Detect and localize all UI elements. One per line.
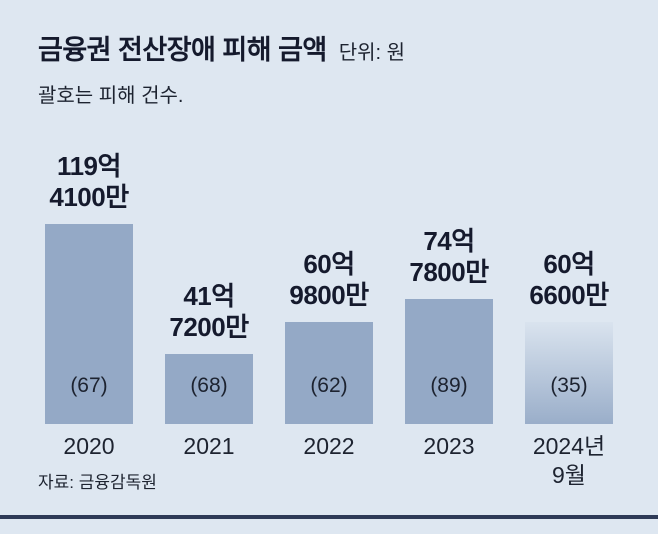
value-line-1: 60억	[303, 248, 355, 279]
x-axis-label: 2024년 9월	[533, 432, 605, 491]
x-axis-label: 2022	[303, 432, 354, 461]
value-line-2: 9800만	[289, 280, 369, 311]
chart-header: 금융권 전산장애 피해 금액 단위: 원 괄호는 피해 건수.	[38, 28, 628, 108]
category-line-1: 2020	[63, 433, 115, 459]
bar-column-2020: 119억 4100만 (67) 2020	[30, 148, 148, 491]
x-axis-label: 2021	[183, 432, 234, 461]
bar-2020: (67)	[45, 224, 133, 424]
bar-column-2024: 60억 6600만 (35) 2024년 9월	[510, 148, 628, 491]
bar-value-label: 60억 9800만	[289, 248, 369, 312]
category-line-2: 9월	[552, 462, 586, 489]
value-line-1: 119억	[57, 150, 121, 181]
bar-count-label: (35)	[550, 374, 588, 397]
bar-chart: 119억 4100만 (67) 2020 41억 7200만 (68)	[30, 148, 628, 491]
bar-value-label: 41억 7200만	[169, 280, 249, 344]
bar-stack: 119억 4100만 (67)	[45, 148, 133, 424]
bar-2023: (89)	[405, 299, 493, 424]
bar-stack: 60억 9800만 (62)	[285, 148, 373, 424]
bar-column-2022: 60억 9800만 (62) 2022	[270, 148, 388, 491]
bar-count-label: (68)	[190, 374, 228, 397]
value-line-2: 7800만	[409, 257, 489, 288]
source-credit: 자료: 금융감독원	[38, 473, 157, 492]
bar-stack: 74억 7800만 (89)	[405, 148, 493, 424]
bar-count-label: (62)	[310, 374, 348, 397]
bar-value-label: 60억 6600만	[529, 248, 609, 312]
page-title: 금융권 전산장애 피해 금액	[38, 35, 327, 65]
bar-2024: (35)	[525, 322, 613, 424]
bar-column-2021: 41억 7200만 (68) 2021	[150, 148, 268, 491]
unit-label: 단위: 원	[338, 42, 406, 64]
x-axis-label: 2020	[63, 432, 114, 461]
title-row: 금융권 전산장애 피해 금액 단위: 원	[38, 28, 628, 67]
value-line-1: 60억	[543, 248, 595, 279]
bar-stack: 41억 7200만 (68)	[165, 148, 253, 424]
bar-count-label: (89)	[430, 374, 468, 397]
bar-2022: (62)	[285, 322, 373, 424]
bar-value-label: 119억 4100만	[49, 150, 129, 214]
chart-subtitle: 괄호는 피해 건수.	[38, 85, 184, 107]
category-line-1: 2022	[303, 433, 355, 459]
value-line-2: 4100만	[49, 182, 129, 213]
category-line-1: 2024년	[532, 433, 606, 459]
category-line-1: 2021	[183, 433, 235, 459]
bar-count-label: (67)	[70, 374, 108, 397]
bar-value-label: 74억 7800만	[409, 225, 489, 289]
x-axis-label: 2023	[423, 432, 474, 461]
bar-column-2023: 74억 7800만 (89) 2023	[390, 148, 508, 491]
bottom-rule-divider	[0, 515, 658, 519]
bar-2021: (68)	[165, 354, 253, 424]
bar-stack: 60억 6600만 (35)	[525, 148, 613, 424]
value-line-1: 74억	[423, 225, 475, 256]
category-line-1: 2023	[423, 433, 475, 459]
value-line-1: 41억	[183, 280, 235, 311]
value-line-2: 7200만	[169, 312, 249, 343]
value-line-2: 6600만	[529, 280, 609, 311]
